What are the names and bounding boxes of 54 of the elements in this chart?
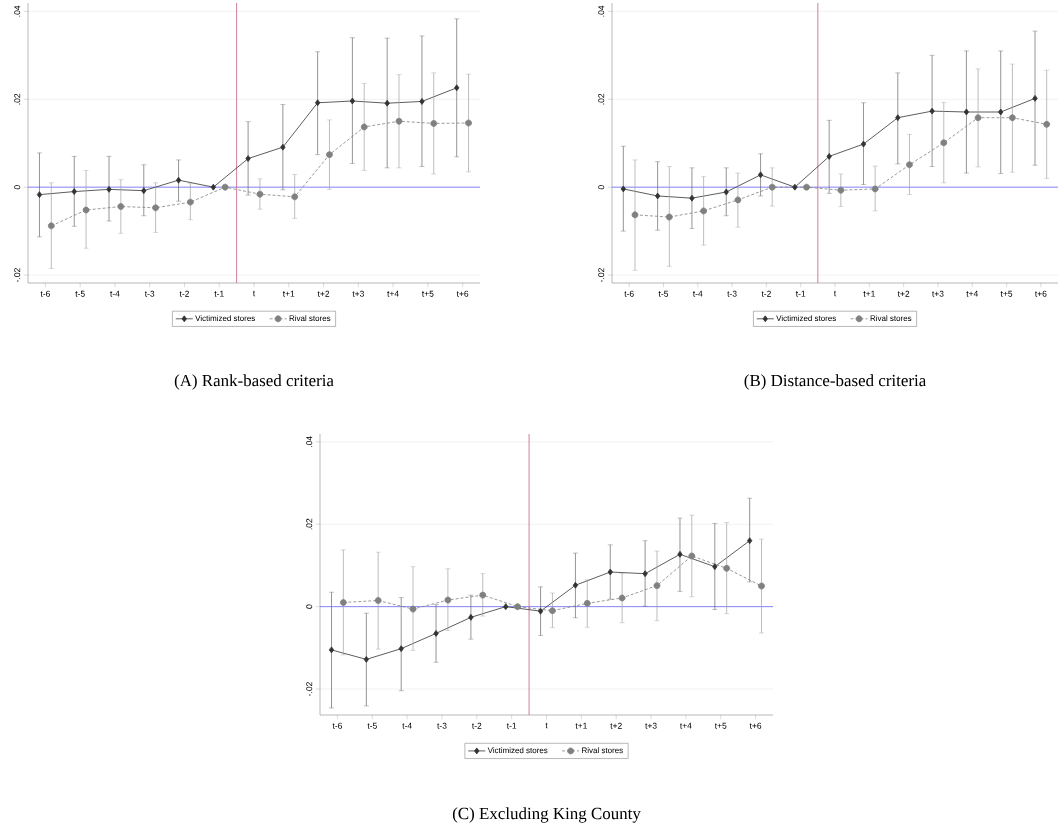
x-tick-label: t+6 bbox=[749, 722, 762, 729]
x-tick-label: t+4 bbox=[966, 290, 979, 297]
x-tick-label: t-2 bbox=[761, 290, 771, 297]
x-tick-label: t-1 bbox=[214, 290, 224, 297]
x-tick-label: t bbox=[252, 290, 256, 297]
x-tick-label: t-2 bbox=[179, 290, 189, 297]
x-tick-label: t-2 bbox=[472, 722, 482, 729]
y-tick-label: 0 bbox=[306, 604, 313, 609]
x-tick-label: t+3 bbox=[645, 722, 657, 729]
x-tick-label: t+3 bbox=[932, 290, 944, 297]
x-tick-label: t+6 bbox=[1034, 290, 1047, 297]
x-tick-label: t-3 bbox=[144, 290, 155, 297]
x-tick-label: t-3 bbox=[727, 290, 737, 297]
x-tick-label: t-5 bbox=[367, 722, 377, 729]
text: (B) Distance-based criteria bbox=[744, 374, 927, 390]
y-tick-label: -.02 bbox=[14, 268, 21, 282]
x-tick-label: t-1 bbox=[795, 290, 806, 297]
x-tick-label: t+5 bbox=[421, 290, 434, 297]
x-tick-label: t+2 bbox=[897, 290, 910, 297]
y-tick-label: .02 bbox=[598, 93, 605, 105]
x-tick-label: t-5 bbox=[75, 290, 85, 297]
y-tick-label: 0 bbox=[598, 185, 605, 190]
y-tick-label: .04 bbox=[598, 5, 605, 17]
y-tick-label: .02 bbox=[306, 518, 313, 530]
y-tick-label: .04 bbox=[14, 5, 21, 17]
x-tick-label: t+5 bbox=[1000, 290, 1013, 297]
x-tick-label: t-1 bbox=[506, 722, 517, 729]
x-tick-label: t-6 bbox=[332, 722, 342, 729]
x-tick-label: t+1 bbox=[575, 722, 587, 729]
y-tick-label: .02 bbox=[14, 93, 21, 105]
x-tick-label: t-5 bbox=[658, 290, 669, 297]
x-tick-label: t-4 bbox=[110, 290, 120, 297]
y-tick-label: 0 bbox=[14, 185, 21, 190]
x-tick-label: t+1 bbox=[282, 290, 295, 297]
y-tick-label: -.02 bbox=[306, 682, 313, 696]
x-tick-label: t bbox=[545, 722, 548, 729]
y-tick-label: .04 bbox=[306, 436, 313, 447]
x-tick-label: t+2 bbox=[317, 290, 330, 297]
y-tick-label: -.02 bbox=[598, 268, 605, 282]
x-tick-label: t-4 bbox=[692, 290, 703, 297]
x-tick-label: t-6 bbox=[624, 290, 634, 297]
x-tick-label: t+1 bbox=[863, 290, 875, 297]
x-tick-label: t-4 bbox=[402, 722, 412, 729]
x-tick-label: t-3 bbox=[437, 722, 447, 729]
x-tick-label: t-6 bbox=[40, 290, 50, 297]
x-tick-label: t+4 bbox=[387, 290, 399, 297]
x-tick-label: t+4 bbox=[680, 722, 692, 729]
x-tick-label: t+5 bbox=[714, 722, 727, 729]
x-tick-label: t+3 bbox=[352, 290, 364, 297]
x-tick-label: t+6 bbox=[456, 290, 469, 297]
text: (C) Excluding King County bbox=[452, 807, 641, 823]
x-tick-label: t bbox=[833, 290, 837, 297]
x-tick-label: t+2 bbox=[610, 722, 622, 729]
text: (A) Rank-based criteria bbox=[174, 374, 334, 390]
